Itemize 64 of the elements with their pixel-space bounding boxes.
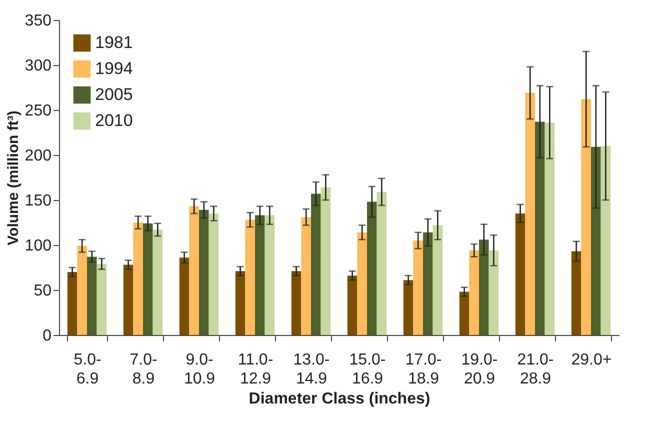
legend-label: 1981 [95, 33, 133, 52]
bar [403, 280, 414, 335]
bar [535, 122, 545, 335]
x-tick-label: 13.0- 14.9 [293, 352, 330, 388]
x-tick-label: 19.0- 20.9 [461, 352, 498, 388]
y-tick-label: 200 [24, 148, 52, 164]
bar [152, 230, 163, 335]
bar [235, 271, 246, 335]
x-tick-label: 21.0- 28.9 [517, 352, 554, 388]
legend-label: 2005 [95, 85, 133, 104]
y-tick-label: 350 [24, 12, 52, 30]
y-axis-title: Volume (million ft³) [4, 110, 22, 246]
y-tick-label: 100 [24, 238, 52, 254]
y-tick-label: 0 [42, 328, 52, 344]
legend-label: 2010 [95, 111, 133, 130]
bar [544, 122, 555, 335]
bar [432, 225, 443, 335]
bar [459, 292, 470, 335]
y-tick-label: 250 [24, 102, 52, 120]
bar [133, 222, 143, 335]
x-tick-label: 11.0- 12.9 [238, 352, 274, 388]
bar [600, 146, 611, 335]
bar [67, 272, 78, 335]
bar [591, 146, 601, 335]
bar [469, 250, 479, 335]
bar [189, 206, 199, 335]
x-tick-label: 5.0- 6.9 [74, 352, 102, 388]
bar [87, 256, 97, 335]
x-tick-label: 29.0+ [571, 352, 612, 368]
bar [515, 214, 526, 335]
bar [581, 99, 591, 335]
bar [423, 232, 433, 335]
x-tick-label: 15.0- 16.9 [349, 352, 386, 388]
x-tick-label: 17.0- 18.9 [405, 352, 442, 388]
y-tick-label: 50 [34, 282, 52, 300]
bar [123, 264, 134, 335]
bar [488, 250, 499, 335]
x-tick-label: 9.0- 10.9 [184, 352, 216, 388]
bar [245, 220, 255, 335]
bar [143, 223, 153, 335]
bar [291, 271, 302, 335]
bar [77, 246, 87, 335]
bar [413, 240, 423, 335]
bar [199, 210, 209, 335]
bar [571, 251, 582, 335]
y-tick-label: 150 [24, 192, 52, 210]
bar [255, 215, 265, 335]
x-tick-label: 7.0- 8.9 [130, 352, 158, 388]
bar [320, 187, 331, 335]
legend-label: 1994 [95, 59, 133, 78]
bar [264, 215, 275, 335]
bar [376, 192, 387, 335]
bar [208, 214, 219, 335]
y-tick-label: 300 [24, 58, 52, 74]
bar [301, 217, 311, 335]
bar [357, 232, 367, 335]
bar [367, 202, 377, 335]
bar [179, 258, 190, 335]
bar [479, 240, 489, 335]
bar [311, 194, 321, 335]
bar [347, 276, 358, 335]
bar [96, 264, 107, 335]
bar [525, 92, 535, 335]
x-axis-title: Diameter Class (inches) [248, 390, 430, 408]
